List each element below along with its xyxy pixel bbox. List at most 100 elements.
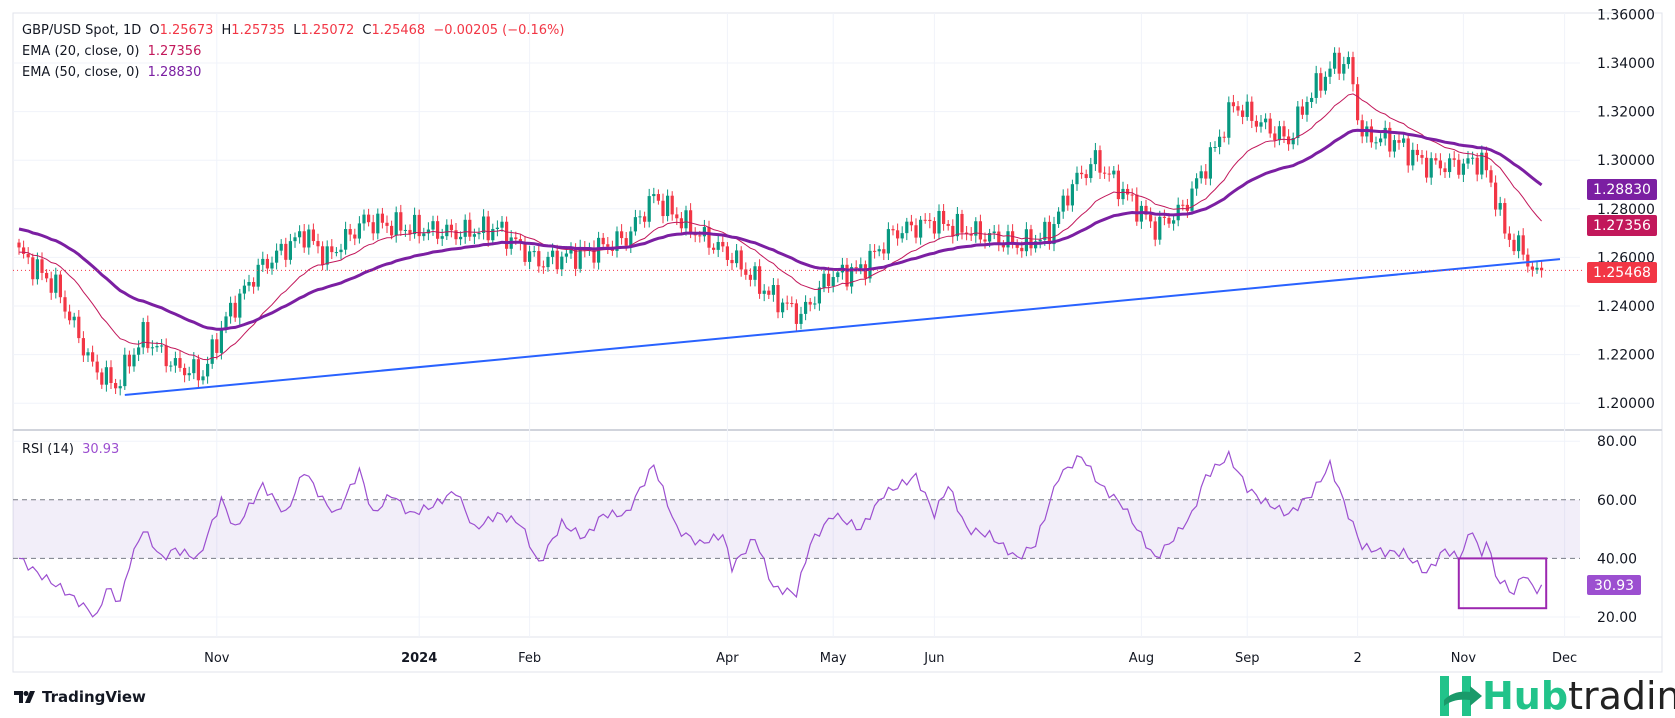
candle-body: [316, 241, 320, 247]
candle-body: [606, 244, 610, 247]
candle: [1006, 224, 1010, 255]
candle: [91, 345, 95, 367]
candle-body: [656, 194, 660, 201]
close-label: C: [362, 23, 372, 38]
candle: [288, 233, 292, 265]
candle-body: [284, 243, 288, 260]
candle: [1199, 165, 1203, 184]
candle-body: [1328, 68, 1332, 77]
candle: [813, 296, 817, 310]
candle-body: [307, 229, 311, 248]
candle-body: [275, 250, 279, 263]
candle: [178, 350, 182, 372]
candle: [721, 235, 725, 253]
candle: [307, 224, 311, 255]
candle: [643, 211, 647, 228]
candle: [1066, 188, 1070, 211]
candle-body: [992, 231, 996, 234]
candle-body: [270, 262, 274, 269]
candle-body: [813, 303, 817, 305]
candle-body: [551, 250, 555, 257]
tradingview-logo[interactable]: TradingView: [14, 688, 146, 706]
candle: [330, 239, 334, 260]
candle: [992, 225, 996, 240]
candle-body: [118, 386, 122, 389]
candle: [1300, 99, 1304, 119]
candle-body: [983, 239, 987, 242]
candle-body: [68, 311, 72, 321]
candle: [132, 348, 136, 372]
candle: [298, 225, 302, 244]
candle-body: [652, 194, 656, 197]
candle-body: [1024, 229, 1028, 252]
candle-body: [293, 237, 297, 242]
candle-body: [564, 253, 568, 257]
candle-body: [1020, 247, 1024, 252]
candle-body: [523, 243, 527, 262]
candle-body: [776, 285, 780, 313]
candle: [399, 204, 403, 236]
rsi-last-label-box: [1587, 574, 1641, 595]
ohlc-open: O1.25673: [149, 23, 213, 38]
candle: [454, 222, 458, 245]
candle: [1480, 145, 1484, 180]
candle: [187, 366, 191, 381]
candle-body: [735, 250, 739, 264]
candle: [850, 263, 854, 294]
candle-body: [799, 313, 803, 324]
candle: [348, 223, 352, 242]
candle-body: [86, 352, 90, 356]
candle-body: [399, 212, 403, 231]
candle: [1057, 207, 1061, 228]
candle: [670, 191, 674, 221]
candle-body: [762, 290, 766, 294]
candle-body: [1351, 57, 1355, 85]
candle: [390, 220, 394, 240]
candle: [31, 253, 35, 286]
candle: [647, 188, 651, 228]
candle: [1231, 94, 1235, 113]
candle: [1457, 153, 1461, 179]
rsi-legend[interactable]: RSI (14) 30.93: [22, 442, 123, 457]
candle-body: [449, 224, 453, 231]
candle: [146, 315, 150, 353]
candle: [1397, 132, 1401, 150]
open-label: O: [149, 23, 160, 38]
candle-body: [311, 229, 315, 242]
candle-body: [643, 216, 647, 222]
candle-body: [1116, 170, 1120, 200]
ema20-line: [18, 93, 1542, 361]
candle: [541, 260, 545, 274]
price-label-ema50: 1.28830: [1593, 182, 1651, 198]
candle: [440, 228, 444, 246]
candle-body: [1411, 149, 1415, 166]
candle-body: [1420, 155, 1424, 158]
candle-body: [1448, 158, 1452, 173]
rsi-highlight-box: [1457, 557, 1548, 610]
x-tick-label: 2024: [401, 651, 437, 666]
candle: [261, 251, 265, 273]
symbol-name: GBP/USD Spot, 1D: [22, 23, 142, 38]
candle-body: [367, 214, 371, 223]
candle-body: [804, 301, 808, 314]
candle-body: [109, 367, 113, 383]
candle: [118, 379, 122, 396]
candle: [86, 348, 90, 362]
candle: [1323, 71, 1327, 95]
candle-body: [1043, 221, 1047, 240]
hubtrading-trading: trading: [1568, 674, 1675, 718]
candle-body: [817, 287, 821, 304]
candle: [1038, 232, 1042, 249]
candle-body: [716, 241, 720, 250]
candle: [1089, 157, 1093, 183]
candle-body: [210, 339, 214, 364]
ema50-legend[interactable]: EMA (50, close, 0) 1.28830: [22, 65, 205, 80]
candle-body: [169, 365, 173, 367]
candle: [1153, 216, 1157, 247]
candle-body: [63, 297, 67, 312]
candle-body: [886, 229, 890, 254]
candle: [1498, 196, 1502, 216]
candle-body: [647, 196, 651, 222]
ema20-legend[interactable]: EMA (20, close, 0) 1.27356: [22, 44, 205, 59]
